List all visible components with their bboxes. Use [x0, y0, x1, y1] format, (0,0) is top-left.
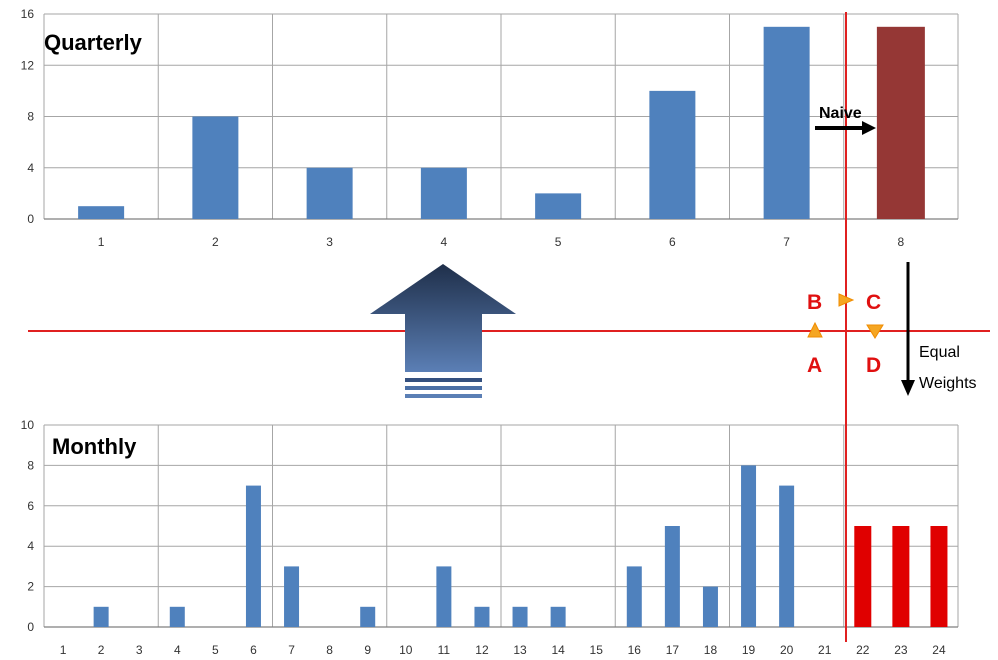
monthly-x-tick-label: 14: [551, 643, 565, 657]
monthly-x-tick-label: 9: [364, 643, 371, 657]
quarterly-bars: [78, 26, 925, 219]
monthly-x-tick-label: 15: [590, 643, 604, 657]
monthly-bar: [550, 606, 566, 627]
monthly-bar: [664, 526, 680, 627]
monthly-bar: [626, 566, 642, 627]
monthly-x-tick-label: 22: [856, 643, 870, 657]
quarterly-y-tick-label: 12: [21, 58, 35, 72]
monthly-x-tick-label: 7: [288, 643, 295, 657]
monthly-y-tick-label: 6: [27, 499, 34, 513]
point-c-marker: [838, 293, 855, 307]
point-d-marker: [866, 324, 884, 339]
monthly-x-tick-label: 16: [628, 643, 642, 657]
monthly-bar: [854, 526, 872, 627]
monthly-x-tick-label: 8: [326, 643, 333, 657]
monthly-x-tick-label: 24: [932, 643, 946, 657]
monthly-x-tick-label: 2: [98, 643, 105, 657]
quarterly-bar: [420, 167, 467, 219]
monthly-y-tick-label: 2: [27, 580, 34, 594]
naive-label: Naive: [819, 105, 862, 122]
quarterly-title: Quarterly: [44, 30, 143, 55]
point-b-label: B: [807, 291, 822, 314]
monthly-x-tick-label: 3: [136, 643, 143, 657]
monthly-bar: [169, 606, 185, 627]
monthly-y-tick-label: 10: [21, 418, 35, 432]
quarterly-bar: [192, 116, 239, 219]
quarterly-y-tick-label: 0: [27, 212, 34, 226]
monthly-title: Monthly: [52, 434, 137, 459]
monthly-grid: [43, 424, 959, 628]
monthly-x-tick-label: 1: [60, 643, 67, 657]
monthly-x-tick-label: 17: [666, 643, 680, 657]
monthly-x-tick-label: 5: [212, 643, 219, 657]
aggregation-up-arrow: [370, 264, 516, 398]
monthly-x-tick-label: 13: [513, 643, 527, 657]
quarterly-bar: [649, 90, 696, 219]
quarterly-x-tick-label: 2: [212, 235, 219, 249]
monthly-x-tick-label: 4: [174, 643, 181, 657]
monthly-bar: [702, 586, 718, 627]
quarterly-y-tick-label: 8: [27, 110, 34, 124]
point-a-marker: [807, 321, 823, 338]
monthly-x-tick-label: 11: [438, 643, 451, 657]
quarterly-x-ticks: 1 2 3 4 5 6 7 8: [98, 235, 905, 249]
monthly-bar: [474, 606, 490, 627]
quarterly-bar: [763, 26, 810, 219]
quarterly-x-tick-label: 4: [441, 235, 448, 249]
equal-weights-label-line2: Weights: [919, 375, 977, 392]
monthly-bar: [741, 465, 757, 627]
monthly-x-tick-label: 6: [250, 643, 257, 657]
quarterly-bar: [535, 193, 582, 219]
monthly-x-tick-label: 18: [704, 643, 718, 657]
monthly-bar: [930, 526, 948, 627]
monthly-x-tick-label: 12: [475, 643, 489, 657]
quarterly-x-tick-label: 6: [669, 235, 676, 249]
monthly-bar: [512, 606, 528, 627]
quarterly-x-tick-label: 1: [98, 235, 105, 249]
quarterly-y-tick-label: 16: [21, 7, 35, 21]
monthly-x-tick-label: 21: [818, 643, 832, 657]
quarterly-y-tick-label: 4: [27, 161, 34, 175]
point-a-label: A: [807, 354, 822, 377]
point-c-label: C: [866, 291, 881, 314]
quarterly-bar: [876, 26, 925, 219]
equal-weights-arrow: [901, 262, 915, 396]
quarterly-x-tick-label: 7: [783, 235, 790, 249]
quarterly-x-tick-label: 8: [898, 235, 905, 249]
monthly-bar: [245, 485, 261, 627]
monthly-bar: [436, 566, 452, 627]
quarterly-x-tick-label: 3: [326, 235, 333, 249]
quarterly-bar: [306, 167, 353, 219]
monthly-x-tick-label: 10: [399, 643, 413, 657]
monthly-bar: [779, 485, 795, 627]
monthly-bar: [892, 526, 910, 627]
monthly-bar: [360, 606, 376, 627]
quarterly-bar: [78, 206, 125, 219]
monthly-y-tick-label: 8: [27, 458, 34, 472]
point-d-label: D: [866, 354, 881, 377]
monthly-x-tick-label: 20: [780, 643, 794, 657]
monthly-x-ticks: 1 2 3 4 5 6 7 8 9 10 11 12 13 14 15 16 17 18 19 20 21 22 23 24: [60, 643, 946, 657]
monthly-x-tick-label: 23: [894, 643, 908, 657]
monthly-bar: [284, 566, 300, 627]
monthly-x-tick-label: 19: [742, 643, 756, 657]
monthly-bar: [93, 606, 109, 627]
monthly-y-tick-label: 4: [27, 539, 34, 553]
quarterly-x-tick-label: 5: [555, 235, 562, 249]
monthly-y-tick-label: 0: [27, 620, 34, 634]
naive-arrow: [815, 121, 876, 135]
equal-weights-label-line1: Equal: [919, 344, 960, 361]
monthly-bars: [93, 465, 948, 627]
monthly-y-ticks: 0 2 4 6 8 10: [21, 418, 35, 634]
quarterly-y-ticks: 0 4 8 12 16: [21, 7, 35, 226]
